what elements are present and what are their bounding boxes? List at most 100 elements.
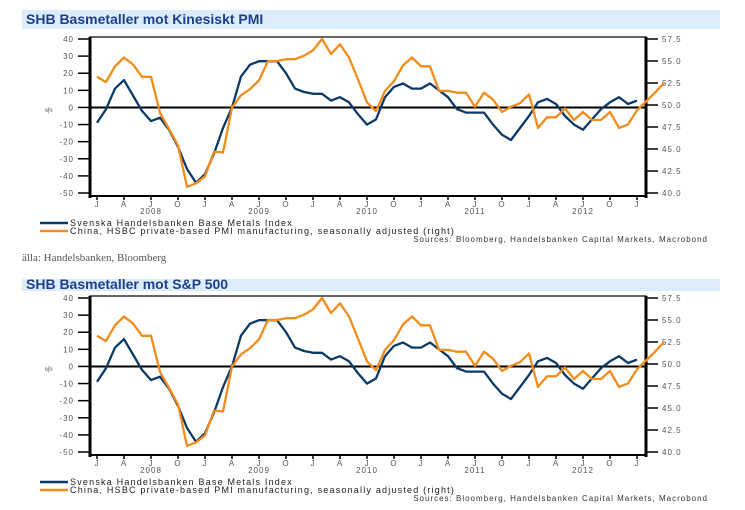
- chart-1-title: SHB Basmetaller mot Kinesiskt PMI: [26, 11, 264, 27]
- x-year-label: 2009: [248, 207, 270, 216]
- y2-tick-label: 57.5: [662, 294, 682, 303]
- y-tick-label: -40: [59, 172, 74, 181]
- x-tick-label: O: [498, 200, 505, 209]
- y2-tick-label: 52.5: [662, 79, 682, 88]
- x-tick-label: A: [229, 459, 235, 468]
- y-tick-label: 10: [63, 345, 74, 354]
- chart-sources: Sources: Bloomberg, Handelsbanken Capita…: [413, 494, 708, 503]
- x-tick-label: J: [419, 459, 424, 468]
- x-year-label: 2011: [464, 466, 485, 475]
- y2-tick-label: 47.5: [662, 123, 682, 132]
- y-tick-label: 0: [69, 103, 74, 112]
- series-line-pmi: [96, 37, 665, 188]
- x-tick-label: J: [581, 459, 586, 468]
- x-tick-label: J: [581, 200, 586, 209]
- chart-2-title: SHB Basmetaller mot S&P 500: [26, 279, 229, 291]
- x-tick-label: O: [390, 459, 397, 468]
- x-tick-label: A: [229, 200, 235, 209]
- x-tick-label: O: [174, 200, 181, 209]
- series-line-base-metals: [96, 60, 638, 184]
- chart-1-basmetaller-vs-pmi: 403020100-10-20-30-40-50%57.555.052.550.…: [40, 35, 708, 244]
- y2-tick-label: 42.5: [662, 426, 682, 435]
- y-tick-label: -50: [59, 189, 74, 198]
- y2-tick-label: 55.0: [662, 316, 682, 325]
- y2-tick-label: 42.5: [662, 167, 682, 176]
- x-tick-label: O: [606, 459, 613, 468]
- x-tick-label: A: [121, 459, 127, 468]
- y-tick-label: -20: [59, 138, 74, 147]
- x-tick-label: O: [174, 459, 181, 468]
- x-tick-label: O: [498, 459, 505, 468]
- y-tick-label: 30: [63, 52, 74, 61]
- x-tick-label: J: [203, 459, 208, 468]
- x-year-label: 2008: [140, 466, 162, 475]
- y-tick-label: -40: [59, 431, 74, 440]
- chart-1-title-bar: SHB Basmetaller mot Kinesiskt PMI: [22, 10, 720, 29]
- x-year-label: 2010: [356, 466, 378, 475]
- chart-sources: Sources: Bloomberg, Handelsbanken Capita…: [413, 235, 708, 244]
- y2-tick-label: 40.0: [662, 448, 682, 457]
- x-year-label: 2012: [572, 207, 594, 216]
- x-tick-label: A: [445, 200, 451, 209]
- x-tick-label: A: [553, 200, 559, 209]
- x-tick-label: J: [149, 200, 154, 209]
- y-tick-label: 10: [63, 86, 74, 95]
- x-tick-label: J: [635, 459, 640, 468]
- x-tick-label: J: [473, 459, 478, 468]
- x-tick-label: O: [282, 200, 289, 209]
- series-line-base-metals: [96, 319, 638, 443]
- x-tick-label: J: [527, 459, 532, 468]
- x-tick-label: J: [257, 459, 262, 468]
- plot-frame: [89, 36, 647, 197]
- y2-tick-label: 52.5: [662, 338, 682, 347]
- legend-label: Svenska Handelsbanken Base Metals Index: [70, 477, 293, 487]
- y2-tick-label: 57.5: [662, 35, 682, 44]
- y-tick-label: -10: [59, 380, 74, 389]
- x-tick-label: O: [282, 459, 289, 468]
- x-tick-label: J: [473, 200, 478, 209]
- y-tick-label: 30: [63, 311, 74, 320]
- y-tick-label: -50: [59, 448, 74, 457]
- y2-tick-label: 45.0: [662, 145, 682, 154]
- x-tick-label: A: [337, 459, 343, 468]
- x-year-label: 2011: [464, 207, 485, 216]
- y-tick-label: -10: [59, 121, 74, 130]
- y-axis-label: %: [44, 104, 56, 116]
- x-year-label: 2009: [248, 466, 270, 475]
- x-tick-label: J: [635, 200, 640, 209]
- y-axis-label: %: [44, 363, 56, 375]
- y2-tick-label: 40.0: [662, 189, 682, 198]
- y-tick-label: 20: [63, 328, 74, 337]
- x-tick-label: J: [311, 200, 316, 209]
- chart-2-basmetaller-vs-sp500: 403020100-10-20-30-40-50%57.555.052.550.…: [40, 294, 708, 503]
- x-year-label: 2010: [356, 207, 378, 216]
- y-tick-label: 20: [63, 69, 74, 78]
- x-tick-label: O: [606, 200, 613, 209]
- x-tick-label: J: [311, 459, 316, 468]
- x-tick-label: J: [365, 200, 370, 209]
- y-tick-label: -20: [59, 397, 74, 406]
- y-tick-label: -30: [59, 155, 74, 164]
- source-note: älla: Handelsbanken, Bloomberg: [22, 252, 167, 264]
- x-tick-label: J: [95, 200, 100, 209]
- legend-label: Svenska Handelsbanken Base Metals Index: [70, 218, 293, 228]
- y2-tick-label: 45.0: [662, 404, 682, 413]
- x-year-label: 2008: [140, 207, 162, 216]
- x-tick-label: J: [95, 459, 100, 468]
- y-tick-label: -30: [59, 414, 74, 423]
- x-tick-label: J: [527, 200, 532, 209]
- series-line-pmi: [96, 296, 665, 447]
- y-tick-label: 40: [63, 294, 74, 303]
- y-tick-label: 0: [69, 362, 74, 371]
- x-tick-label: J: [365, 459, 370, 468]
- y2-tick-label: 47.5: [662, 382, 682, 391]
- x-tick-label: J: [419, 200, 424, 209]
- x-tick-label: O: [390, 200, 397, 209]
- y2-tick-label: 55.0: [662, 57, 682, 66]
- x-tick-label: A: [337, 200, 343, 209]
- x-tick-label: A: [121, 200, 127, 209]
- y2-tick-label: 50.0: [662, 360, 682, 369]
- legend-label: China, HSBC private-based PMI manufactur…: [70, 226, 455, 236]
- chart-2-title-bar: SHB Basmetaller mot S&P 500: [22, 279, 720, 291]
- x-tick-label: J: [203, 200, 208, 209]
